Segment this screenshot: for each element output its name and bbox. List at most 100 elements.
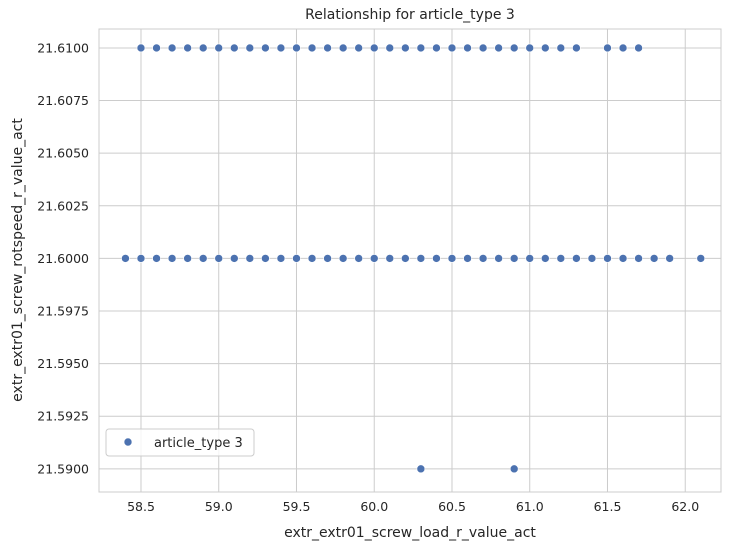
data-point xyxy=(261,43,270,53)
data-point xyxy=(323,254,332,263)
data-point xyxy=(323,43,332,53)
data-point xyxy=(198,43,208,53)
y-tick-label: 21.6100 xyxy=(37,40,89,55)
data-point xyxy=(649,254,659,263)
y-tick-label: 21.6025 xyxy=(37,198,89,213)
x-tick-label: 59.5 xyxy=(283,499,311,514)
data-point xyxy=(603,43,612,53)
data-point xyxy=(261,254,270,263)
data-point xyxy=(369,43,379,53)
legend: article_type 3 xyxy=(105,428,255,457)
data-point xyxy=(509,464,519,474)
points-layer xyxy=(121,43,706,474)
data-point xyxy=(245,254,255,263)
legend-label: article_type 3 xyxy=(154,436,243,451)
data-point xyxy=(634,254,643,263)
data-point xyxy=(494,254,503,263)
tick-labels: 58.5 59.0 59.5 60.0 60.5 61.0 61.5 62.0 21.5900 2… xyxy=(37,40,699,514)
data-point xyxy=(618,43,628,53)
y-axis-label: extr_extr01_screw_rotspeed_r_value_act xyxy=(10,118,26,402)
data-point xyxy=(338,43,348,53)
y-tick-label: 21.5900 xyxy=(37,461,89,476)
x-tick-label: 60.5 xyxy=(438,499,466,514)
data-point xyxy=(121,254,130,263)
data-point xyxy=(416,464,426,474)
data-point xyxy=(229,254,239,263)
data-point xyxy=(665,254,674,263)
data-point xyxy=(572,254,581,263)
data-point xyxy=(167,43,177,53)
data-point xyxy=(292,254,301,263)
chart-title: Relationship for article_type 3 xyxy=(305,7,515,23)
data-point xyxy=(525,254,535,263)
data-point xyxy=(572,43,581,53)
data-point xyxy=(276,43,286,53)
data-point xyxy=(152,254,161,263)
legend-box xyxy=(105,428,255,457)
data-point xyxy=(494,43,503,53)
data-point xyxy=(401,43,410,53)
data-point xyxy=(416,254,426,263)
data-point xyxy=(136,254,146,263)
data-point xyxy=(447,43,457,53)
data-point xyxy=(556,254,566,263)
data-point xyxy=(338,254,348,263)
data-point xyxy=(385,254,395,263)
legend-marker xyxy=(123,437,133,447)
data-point xyxy=(509,43,519,53)
data-point xyxy=(292,43,301,53)
y-tick-label: 21.6000 xyxy=(37,251,89,266)
data-point xyxy=(432,254,441,263)
data-point xyxy=(214,43,224,53)
data-point xyxy=(183,43,192,53)
data-point xyxy=(478,254,488,263)
data-point xyxy=(152,43,161,53)
data-point xyxy=(214,254,224,263)
x-tick-label: 59.0 xyxy=(205,499,233,514)
x-tick-label: 61.5 xyxy=(594,499,622,514)
data-point xyxy=(463,254,472,263)
data-point xyxy=(447,254,457,263)
data-point xyxy=(634,43,643,53)
data-point xyxy=(354,43,363,53)
data-point xyxy=(696,254,706,263)
y-tick-label: 21.5925 xyxy=(37,409,89,424)
data-point xyxy=(136,43,146,53)
y-tick-label: 21.6050 xyxy=(37,146,89,161)
data-point xyxy=(416,43,426,53)
data-point xyxy=(401,254,410,263)
data-point xyxy=(525,43,535,53)
data-point xyxy=(556,43,566,53)
data-point xyxy=(229,43,239,53)
data-point xyxy=(183,254,192,263)
data-point xyxy=(618,254,628,263)
data-point xyxy=(540,43,550,53)
data-point xyxy=(509,254,519,263)
x-tick-label: 61.0 xyxy=(516,499,544,514)
data-point xyxy=(198,254,208,263)
data-point xyxy=(463,43,472,53)
data-point xyxy=(167,254,177,263)
y-tick-label: 21.6075 xyxy=(37,93,89,108)
data-point xyxy=(307,254,317,263)
data-point xyxy=(432,43,441,53)
y-tick-label: 21.5975 xyxy=(37,304,89,319)
data-point xyxy=(587,254,597,263)
x-axis-label: extr_extr01_screw_load_r_value_act xyxy=(284,525,536,541)
x-tick-label: 62.0 xyxy=(671,499,699,514)
plot-frame xyxy=(98,28,722,493)
data-point xyxy=(478,43,488,53)
x-tick-label: 60.0 xyxy=(360,499,388,514)
data-point xyxy=(276,254,286,263)
x-tick-label: 58.5 xyxy=(127,499,155,514)
data-point xyxy=(354,254,363,263)
y-tick-label: 21.5950 xyxy=(37,356,89,371)
data-point xyxy=(369,254,379,263)
data-point xyxy=(307,43,317,53)
data-point xyxy=(245,43,255,53)
data-point xyxy=(385,43,395,53)
data-point xyxy=(540,254,550,263)
